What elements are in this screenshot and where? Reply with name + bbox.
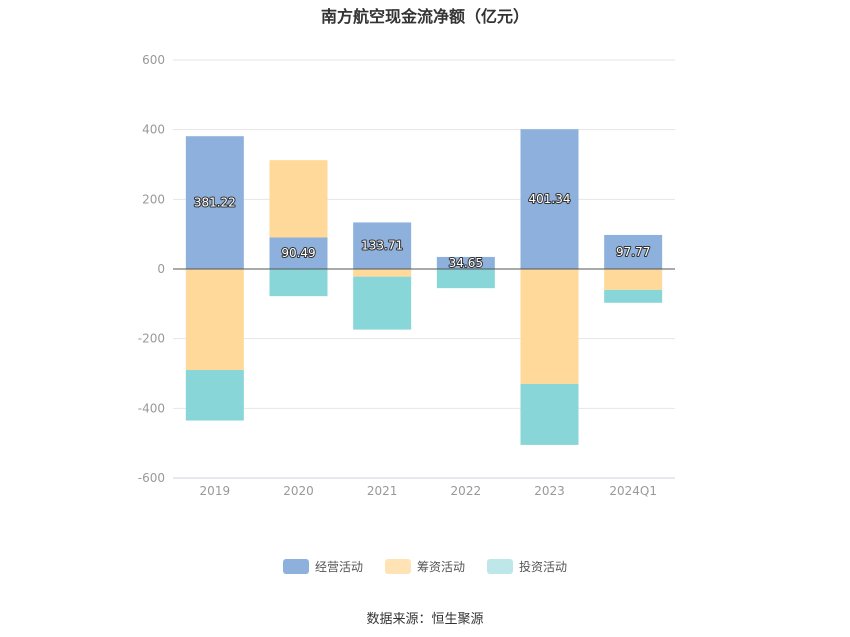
bar-segment — [604, 289, 663, 303]
legend-item-financing[interactable]: 筹资活动 — [384, 558, 465, 575]
legend-item-operating[interactable]: 经营活动 — [282, 558, 363, 575]
x-tick-label: 2022 — [451, 484, 482, 498]
legend-swatch-investing — [487, 559, 513, 574]
data-label: 90.49 — [281, 246, 315, 260]
y-tick-label: 200 — [142, 192, 165, 206]
x-tick-label: 2024Q1 — [609, 484, 657, 498]
y-tick-label: 600 — [142, 53, 165, 67]
bar-segment — [436, 256, 495, 269]
data-label: 381.22 — [194, 196, 236, 210]
bar-segment — [520, 383, 579, 445]
y-tick-label: 0 — [157, 262, 165, 276]
x-tick-label: 2021 — [367, 484, 398, 498]
bar-segment — [185, 136, 244, 269]
bar-segment — [269, 160, 328, 238]
source-note: 数据来源：恒生聚源 — [366, 612, 484, 627]
legend: 经营活动 筹资活动 投资活动 — [0, 558, 850, 575]
legend-swatch-financing — [384, 559, 411, 574]
data-label: 401.34 — [529, 192, 571, 206]
bar-segment — [436, 269, 495, 289]
data-label: 34.65 — [449, 256, 483, 270]
data-label: 133.71 — [361, 239, 403, 253]
bar-segment — [604, 269, 663, 290]
axis-layer: 600 400 200 0 -200 -400 -600 2019 2020 2021 2022 20… — [138, 53, 675, 498]
bar-layer — [185, 129, 663, 445]
bar-segment — [269, 237, 328, 269]
bar-segment — [520, 129, 579, 269]
chart-title: 南方航空现金流净额（亿元） — [320, 7, 529, 26]
label-layer: 381.22 90.49 133.71 34.65 401.34 97.77 — [193, 191, 652, 271]
x-tick-label: 2020 — [283, 484, 314, 498]
bar-segment — [353, 269, 412, 277]
bar-segment — [353, 276, 412, 330]
legend-swatch-operating — [282, 559, 309, 574]
bar-segment — [353, 222, 412, 269]
bar-segment — [520, 269, 579, 384]
x-tick-label: 2019 — [200, 484, 231, 498]
bar-segment — [185, 269, 244, 371]
y-tick-label: -200 — [138, 332, 165, 346]
legend-label-operating: 经营活动 — [314, 560, 363, 574]
legend-item-investing[interactable]: 投资活动 — [487, 558, 567, 575]
bar-segment — [269, 269, 328, 297]
y-tick-label: -600 — [138, 471, 165, 485]
data-label: 97.77 — [616, 245, 650, 259]
y-tick-label: -400 — [138, 401, 165, 415]
x-tick-label: 2023 — [534, 484, 565, 498]
bar-segment — [185, 370, 244, 421]
legend-label-investing: 投资活动 — [519, 560, 568, 574]
bar-segment — [604, 234, 663, 269]
y-tick-label: 400 — [142, 123, 165, 137]
legend-label-financing: 筹资活动 — [416, 560, 465, 574]
grid-layer — [173, 59, 675, 479]
